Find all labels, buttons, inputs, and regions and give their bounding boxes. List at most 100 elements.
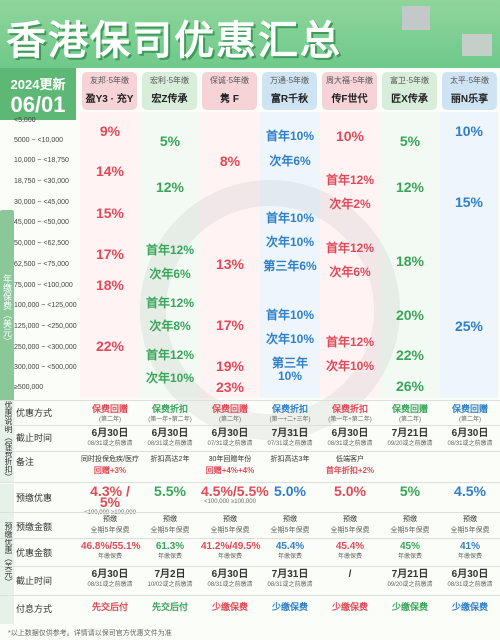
rate-cell: 次年10% [265,332,315,346]
prepay-offer-value: 4.5% [454,483,486,499]
row-divider [0,400,500,401]
offer-amount-value: 41% 年缴保费 [457,541,482,560]
rate-cell: 19% [215,358,245,374]
deadline1-value: 7月31日 07/31或之前缴清 [267,428,313,447]
rate-cell: 次年6% [329,265,371,279]
payment-value: 少缴保费 [331,602,368,612]
rate-cell: 10% [454,123,484,139]
notes-value: 折扣高达3年 [270,456,310,463]
prepay-offer-value: 5% [399,483,421,499]
premium-range: 50,000 ~ <62,500 [14,240,69,247]
rate-cell: 17% [215,317,245,333]
deadline1-value: 7月21日 09/20或之前缴清 [387,428,433,447]
deadline1-value: 6月30日 08/31或之前缴清 [87,428,133,447]
rate-cell: 15% [454,194,484,210]
row-divider [0,566,500,567]
prepay-amount-value: 预缴 全期5年保费 [270,516,310,534]
rate-cell: 次年10% [145,371,195,385]
row-divider [0,538,500,539]
rate-cell: 次年10% [265,235,315,249]
deadline1-value: 6月30日 08/31或之前缴清 [327,428,373,447]
rate-cell: 18% [95,277,125,293]
payment-value: 先交后付 [91,602,128,612]
row-divider [0,425,500,426]
rate-cell: 17% [95,246,125,262]
rate-cell: 12% [395,179,425,195]
prepay-offer-value: 4.5%/5.5% <100,000 ≥100,000 [201,483,269,505]
rate-cell: 9% [99,123,121,139]
deadline2-value: 7月2日 10/02或之前缴清 [147,569,193,588]
deadline2-value: 7月31日 08/31或之前缴清 [267,569,313,588]
row-label: 预缴金额 [16,522,53,532]
column-header: 太平·5年缴 丽N乐享 [442,72,497,110]
prepay-amount-value: 预缴 全期5年保费 [330,516,370,534]
column-header: 周大福·5年缴 传F世代 [322,72,377,110]
notes-value: 同时投保危疾/医疗 回赠+3% [81,456,139,475]
column-name: 隽 F [220,94,239,105]
rate-cell: 13% [215,256,245,272]
offer-type-value: 保费回赠 (第二年) [451,404,488,423]
premium-range: 18,750 ~ <30,000 [14,178,69,185]
header-banner: 香港保司优惠汇总 [0,0,500,68]
rate-cell: 20% [395,307,425,323]
column-header: 保诚·5年缴 隽 F [202,72,257,110]
row-divider [0,595,500,596]
rate-cell: 首年12% [145,348,195,362]
rate-cell: 首年10% [265,211,315,225]
offer-amount-value: 45% 年缴保费 [397,541,422,560]
column-header: 友邦·5年缴 盈Y3 · 充Y [82,72,137,110]
offer-amount-value: 46.8%/55.1% 年缴保费 [81,541,141,560]
payment-value: 先交后付 [151,602,188,612]
prepay-offer-value: 5.0% [334,483,366,499]
prepay-amount-value: 预缴 全期5年保费 [150,516,190,534]
payment-value: 少缴保费 [391,602,428,612]
rate-cell: 23% [215,379,245,395]
section-side-label: 预缴优惠（美元） [0,484,14,624]
offer-type-value: 保费折扣 (第一年+第二年) [328,404,372,423]
premium-axis-label: 年缴保费（美元） [0,210,14,410]
row-label: 优惠方式 [16,408,53,418]
notes-value: 折扣高达2年 [150,456,190,463]
premium-range: 62,500 ~ <75,000 [14,261,69,268]
rate-cell: 15% [95,205,125,221]
rate-cell: 10% [335,128,365,144]
row-divider [0,512,500,513]
offer-type-value: 保费回赠 (第二年) [391,404,428,423]
update-date: 06/01 [10,92,66,117]
column-name: 盈Y3 · 充Y [85,94,134,105]
prepay-offer-value: 5.0% [274,483,306,499]
premium-range: 30,000 ~ <45,000 [14,199,69,206]
rate-cell: 首年12% [145,296,195,310]
prepay-amount-value: 预缴 全期5年保费 [390,516,430,534]
deadline2-value: 7月21日 09/20或之前缴清 [387,569,433,588]
column-type: 保诚·5年缴 [209,76,250,85]
offer-type-value: 保费回赠 (第二年) [211,404,248,423]
rate-cell: 5% [399,133,421,149]
payment-value: 少缴保费 [271,602,308,612]
row-label: 截止时间 [16,433,53,443]
deadline1-value: 6月30日 08/31或之前缴清 [447,428,493,447]
deadline2-value: 6月30日 08/31或之前缴清 [207,569,253,588]
column-name: 匠X传承 [391,94,428,105]
rate-cell: 次年2% [329,197,371,211]
payment-value: 少缴保费 [451,602,488,612]
premium-range: 250,000 ~ <300,000 [14,344,77,351]
rate-cell: 8% [219,153,241,169]
column-header: 万通·5年缴 富R千秋 [262,72,317,110]
rate-cell: 首年10% [265,129,315,143]
premium-range: 125,000 ~ <250,000 [14,323,77,330]
offer-type-value: 保费折扣 (第一年+第二年) [148,404,192,423]
blurred-region [402,6,430,30]
update-badge: 2024更新 06/01 [0,68,76,120]
blurred-region [462,34,492,56]
prepay-offer-value: 4.3% / 5% <100,000 ≥100,000 [84,483,136,516]
rate-cell: 12% [155,179,185,195]
rate-cell: 22% [395,347,425,363]
rate-cell: 首年12% [325,241,375,255]
prepay-amount-value: 预缴 全期5年保费 [450,516,490,534]
rate-cell: 首年12% [325,335,375,349]
offer-type-value: 保费折扣 (第一+二+三年) [269,404,311,423]
column-header: 富卫·5年缴 匠X传承 [382,72,437,110]
row-label: 预缴优惠 [16,493,53,503]
rate-cell: 22% [95,338,125,354]
